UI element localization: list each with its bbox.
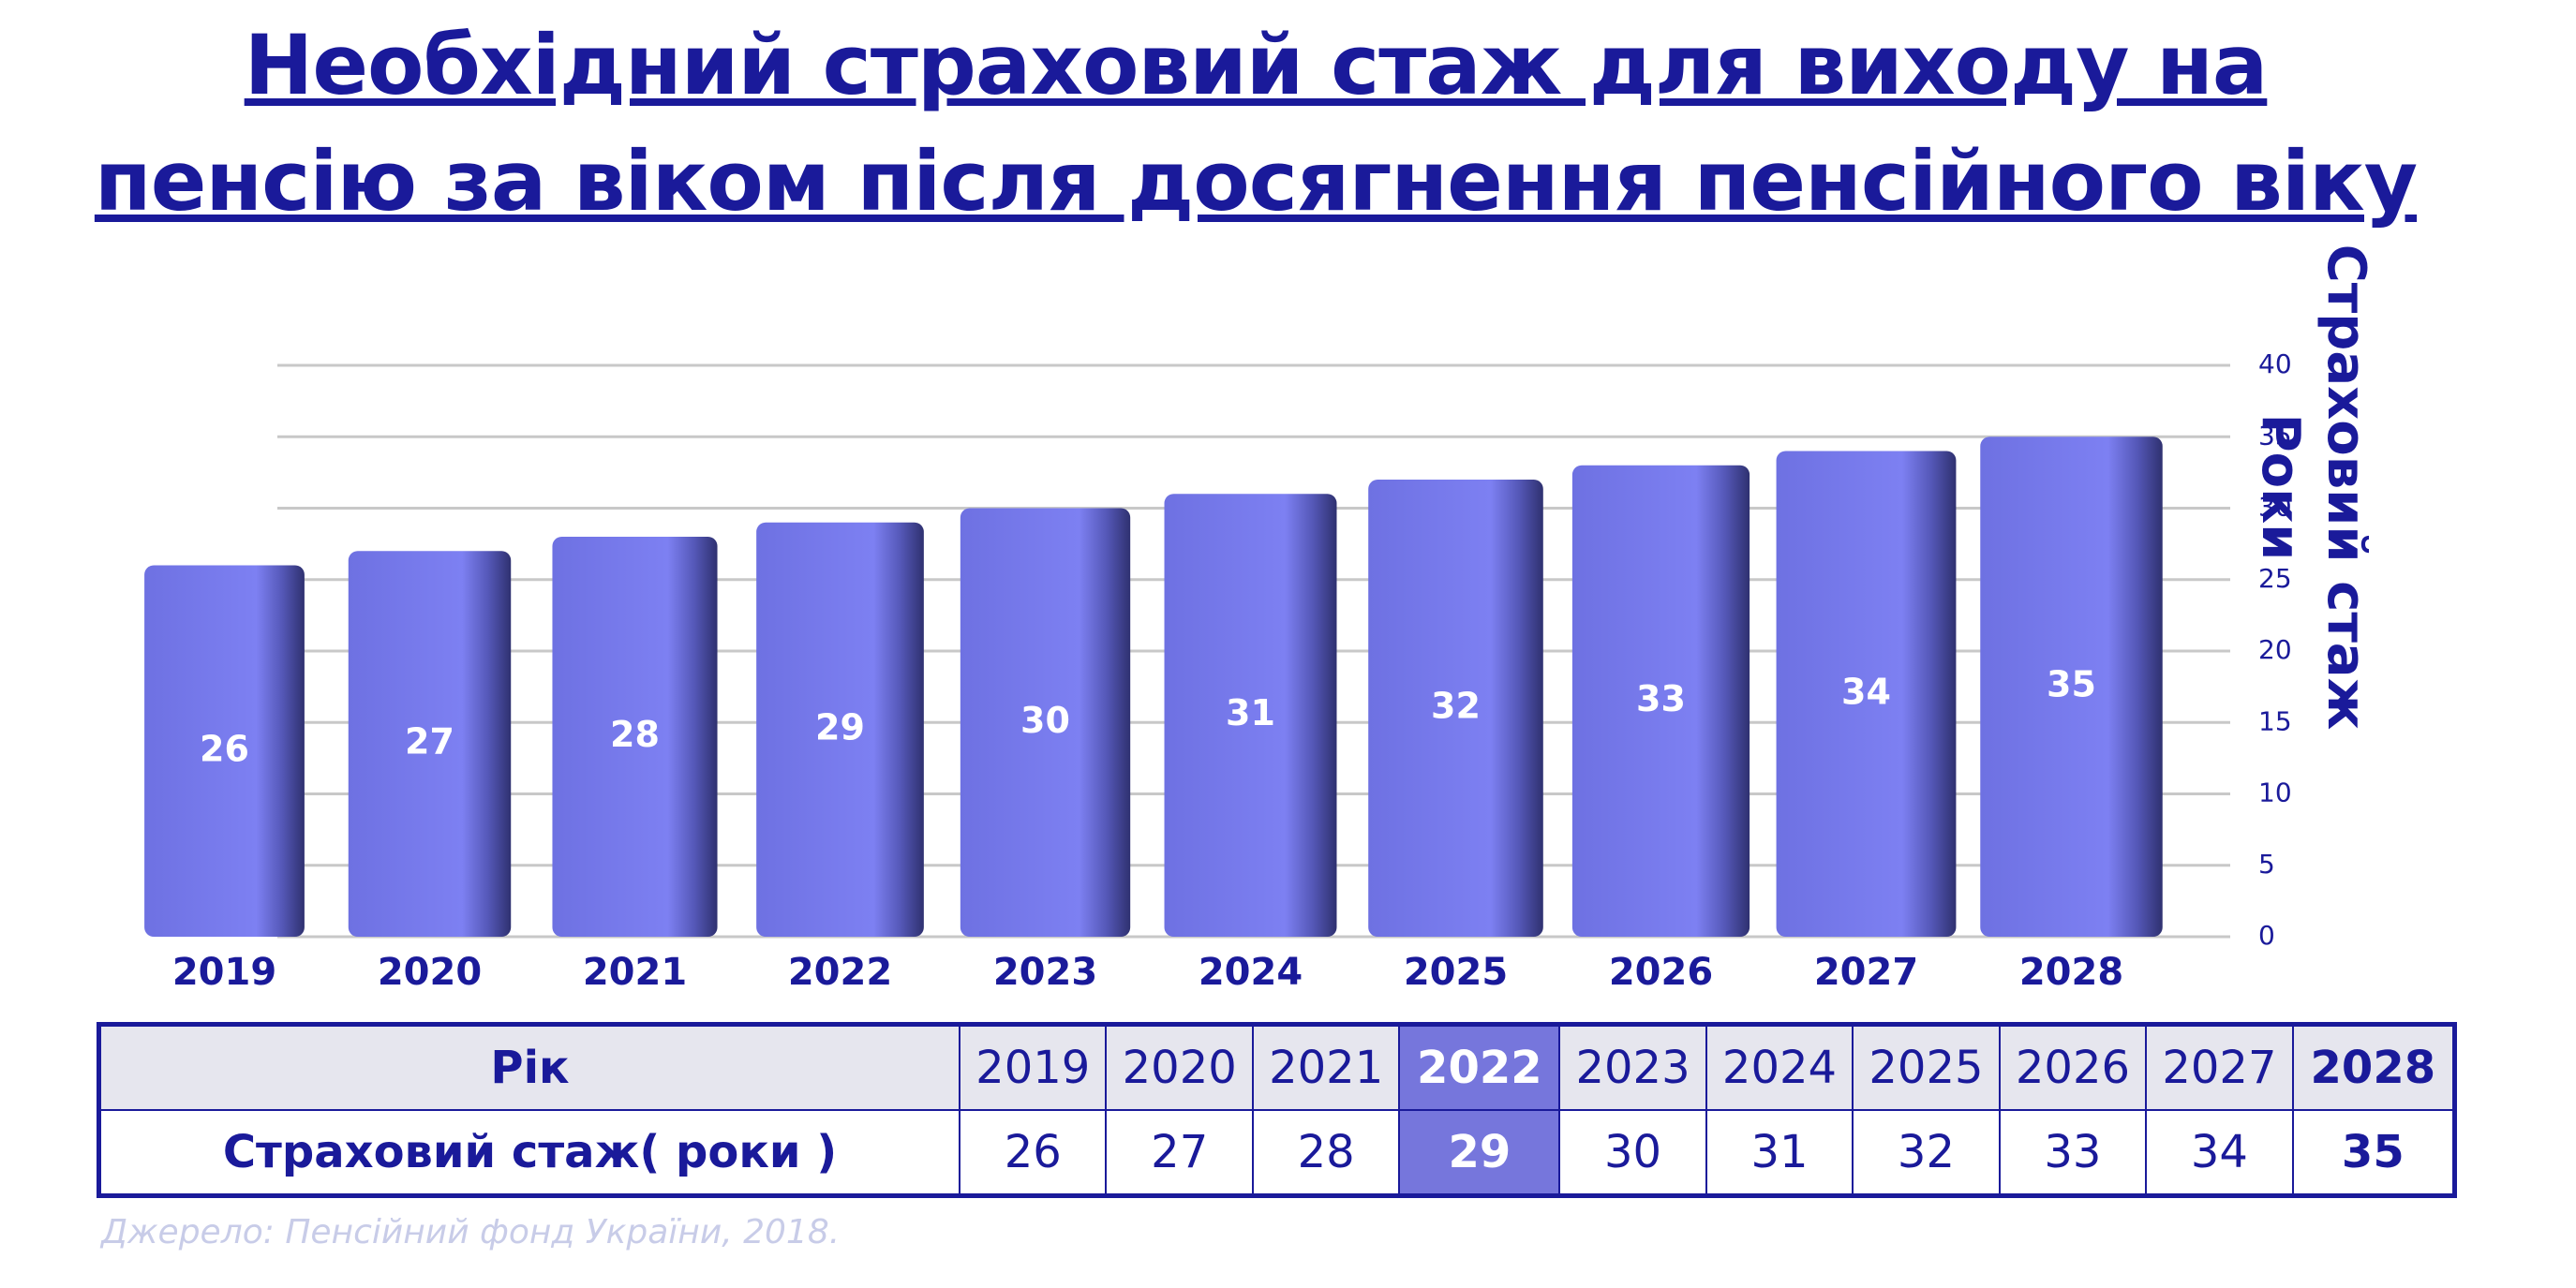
data-label: 29 [815, 706, 865, 748]
bar [552, 537, 718, 937]
x-tick-label: 2021 [583, 951, 687, 994]
value-cell: 35 [2291, 1109, 2456, 1197]
y-tick-label: 0 [2258, 920, 2275, 951]
data-label: 33 [1636, 678, 1686, 719]
data-table: Рік 2019 2020 2021 2022 2023 2024 2025 2026 2027 2… [97, 1022, 2457, 1198]
y-tick-label: 5 [2258, 849, 2275, 880]
bar [1571, 465, 1750, 937]
value-cell: 32 [1852, 1109, 2001, 1197]
value-cell: 26 [958, 1109, 1108, 1197]
bar [960, 508, 1131, 937]
data-label: 28 [610, 714, 660, 755]
x-tick-label: 2020 [378, 951, 482, 994]
data-label: 26 [200, 728, 249, 769]
y-tick-label: 40 [2258, 348, 2292, 379]
y-tick-label: 30 [2258, 492, 2292, 523]
y-tick-label: 20 [2258, 634, 2292, 665]
bar [756, 522, 924, 937]
x-tick-label: 2022 [788, 951, 892, 994]
year-cell: 2024 [1705, 1023, 1854, 1111]
data-label: 34 [1841, 671, 1891, 712]
chart-title: Необхідний страховий стаж для виходу на … [94, 17, 2418, 229]
y-axis-title: Роки [2250, 414, 2311, 561]
value-cell: 28 [1251, 1109, 1401, 1197]
bar [144, 565, 305, 937]
data-label: 32 [1431, 686, 1481, 727]
row-header: Страховий стаж( роки ) [97, 1109, 960, 1197]
year-cell: 2019 [958, 1023, 1108, 1111]
year-cell: 2027 [2145, 1023, 2294, 1111]
x-tick-label: 2027 [1814, 951, 1918, 994]
y-axis-title: Страховий стаж [2315, 244, 2376, 731]
source-note: Джерело: Пенсійний фонд України, 2018. [101, 1213, 841, 1251]
y-tick-label: 35 [2258, 420, 2292, 451]
data-label: 31 [1226, 692, 1275, 733]
year-cell: 2020 [1105, 1023, 1254, 1111]
bar [1164, 494, 1337, 937]
value-cell: 31 [1705, 1109, 1854, 1197]
bar [1776, 451, 1957, 937]
bar [1980, 437, 2163, 937]
y-tick-label: 10 [2258, 777, 2292, 808]
year-cell: 2025 [1852, 1023, 2001, 1111]
x-tick-label: 2024 [1199, 951, 1303, 994]
year-cell: 2026 [1998, 1023, 2148, 1111]
value-cell: 33 [1998, 1109, 2148, 1197]
year-cell: 2023 [1558, 1023, 1707, 1111]
data-label: 27 [405, 721, 454, 762]
row-header: Рік [97, 1023, 960, 1111]
x-tick-label: 2019 [172, 951, 276, 994]
year-cell: 2022 [1398, 1023, 1561, 1111]
chart: Страховий стаж Роки 05101520253035402620… [144, 244, 2376, 994]
value-cell: 30 [1558, 1109, 1707, 1197]
x-tick-label: 2026 [1609, 951, 1713, 994]
x-tick-label: 2023 [993, 951, 1097, 994]
data-label: 30 [1020, 700, 1070, 741]
data-label: 35 [2047, 664, 2096, 705]
table-row: Рік 2019 2020 2021 2022 2023 2024 2025 2026 2027 2… [97, 1023, 2456, 1111]
value-cell: 34 [2145, 1109, 2294, 1197]
y-tick-label: 25 [2258, 563, 2292, 594]
table-row: Страховий стаж( роки ) 26 27 28 29 30 31 32 33 34… [97, 1109, 2456, 1197]
year-cell: 2028 [2291, 1023, 2456, 1111]
value-cell: 27 [1105, 1109, 1254, 1197]
y-tick-label: 15 [2258, 705, 2292, 736]
x-tick-label: 2028 [2019, 951, 2123, 994]
bar [1368, 480, 1543, 937]
x-tick-label: 2025 [1404, 951, 1508, 994]
bar [348, 551, 512, 937]
value-cell: 29 [1398, 1109, 1561, 1197]
year-cell: 2021 [1251, 1023, 1401, 1111]
